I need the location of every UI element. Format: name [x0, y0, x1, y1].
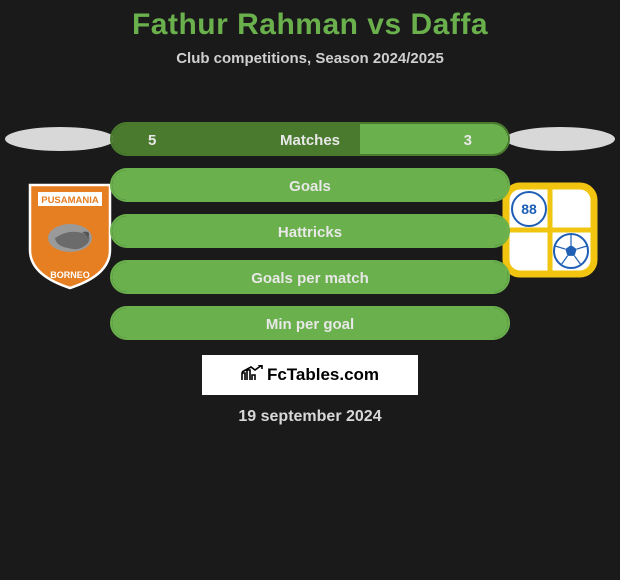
stat-row: Goals per match	[110, 260, 510, 294]
stat-row: Goals	[110, 168, 510, 202]
stat-label: Min per goal	[112, 308, 508, 340]
stat-row: Hattricks	[110, 214, 510, 248]
left-club-badge: PUSAMANIA BORNEO	[20, 180, 120, 290]
left-ellipse	[5, 127, 115, 151]
svg-text:BORNEO: BORNEO	[50, 270, 90, 280]
page-title: Fathur Rahman vs Daffa	[0, 0, 620, 42]
footer-logo-text: FcTables.com	[267, 365, 379, 385]
stats-bars: Matches5 3 Goals Hattricks Goals per match Mi…	[110, 122, 510, 352]
stat-left-value: 5	[148, 124, 156, 156]
stat-label: Hattricks	[112, 216, 508, 248]
stat-right-value: 3	[464, 124, 472, 156]
club-badge-icon: PUSAMANIA BORNEO	[20, 180, 120, 290]
stat-row: Matches5 3	[110, 122, 510, 156]
footer-date: 19 september 2024	[0, 408, 620, 426]
footer-logo: FcTables.com	[202, 355, 418, 395]
stat-label: Goals per match	[112, 262, 508, 294]
stat-label: Matches	[112, 124, 508, 156]
svg-text:PUSAMANIA: PUSAMANIA	[41, 195, 99, 206]
svg-text:88: 88	[521, 201, 537, 217]
page-subtitle: Club competitions, Season 2024/2025	[0, 50, 620, 67]
right-ellipse	[505, 127, 615, 151]
stat-label: Goals	[112, 170, 508, 202]
stat-row: Min per goal	[110, 306, 510, 340]
chart-arrow-icon	[241, 365, 263, 386]
right-club-badge: 88	[500, 180, 600, 290]
club-badge-icon: 88	[500, 180, 600, 280]
